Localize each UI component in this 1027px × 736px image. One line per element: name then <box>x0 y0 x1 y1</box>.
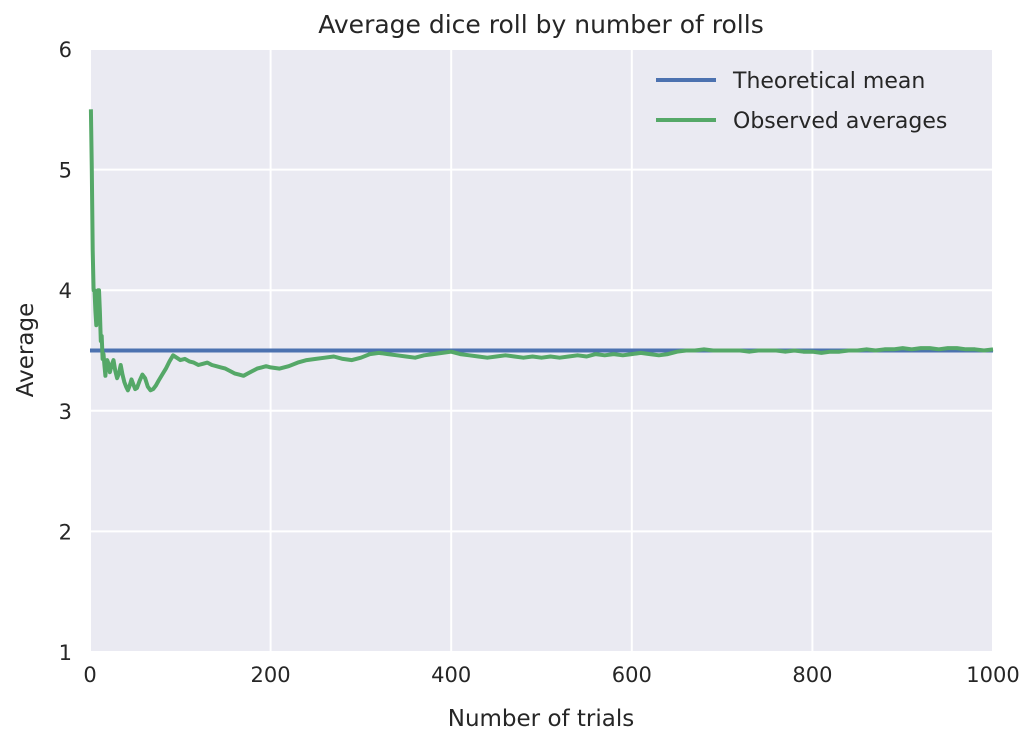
legend: Theoretical mean Observed averages <box>656 69 947 134</box>
y-tick-label: 1 <box>59 641 72 665</box>
x-tick-label: 200 <box>251 663 291 687</box>
y-tick-label: 4 <box>59 279 72 303</box>
y-tick-labels: 1 2 3 4 5 6 <box>59 38 72 665</box>
x-tick-label: 400 <box>431 663 471 687</box>
series-line-observed-averages <box>88 109 994 393</box>
x-tick-label: 1000 <box>966 663 1019 687</box>
legend-label-observed-averages: Observed averages <box>733 109 947 134</box>
y-tick-label: 6 <box>59 38 72 62</box>
y-tick-label: 5 <box>59 159 72 183</box>
y-axis-label: Average <box>13 303 39 397</box>
series-lines <box>88 109 994 393</box>
x-tick-label: 800 <box>792 663 832 687</box>
x-axis-label: Number of trials <box>448 706 635 732</box>
chart-title: Average dice roll by number of rolls <box>318 10 763 39</box>
x-tick-label: 0 <box>83 663 96 687</box>
y-tick-label: 2 <box>59 520 72 544</box>
legend-label-theoretical-mean: Theoretical mean <box>732 69 925 94</box>
x-tick-label: 600 <box>612 663 652 687</box>
y-tick-label: 3 <box>59 400 72 424</box>
x-tick-labels: 0 200 400 600 800 1000 <box>83 663 1019 687</box>
